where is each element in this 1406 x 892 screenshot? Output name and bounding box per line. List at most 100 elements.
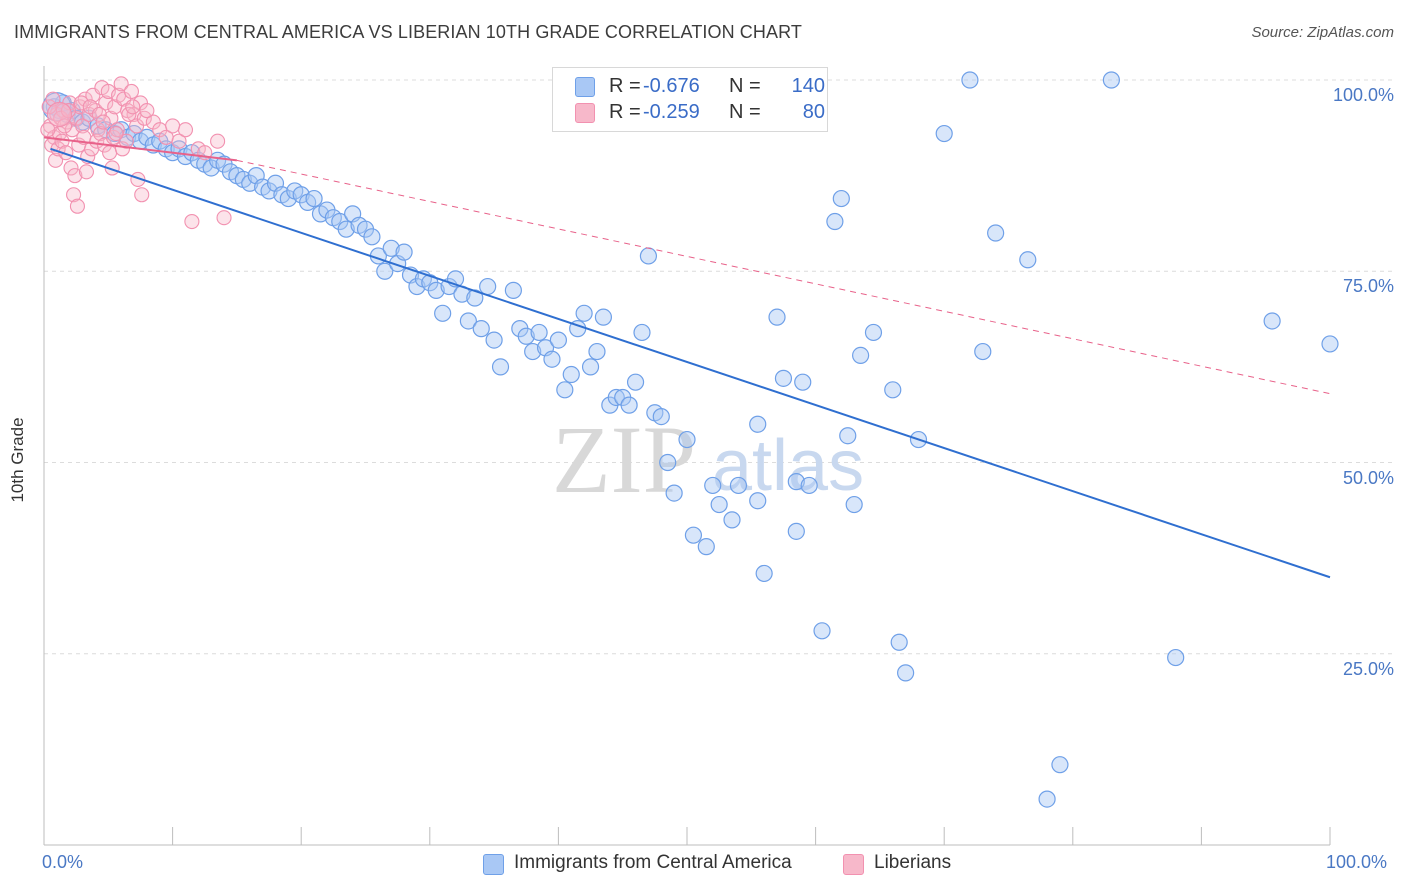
trendlines [43, 136, 1331, 579]
data-point-central-america [607, 388, 625, 407]
data-point-central-america [588, 342, 606, 361]
data-point-liberians [67, 168, 83, 184]
data-point-liberians [121, 106, 137, 122]
data-point-central-america [710, 495, 728, 514]
data-point-central-america [678, 430, 696, 449]
watermark-atlas: atlas [712, 426, 864, 506]
data-point-central-america [434, 304, 452, 322]
y-tick-label: 50.0% [1342, 467, 1394, 488]
data-point-liberians [63, 160, 79, 176]
data-point-central-america [620, 396, 638, 414]
data-point-central-america [485, 331, 503, 349]
watermark-zip: ZIP [552, 406, 696, 513]
data-point-central-america [659, 453, 677, 472]
y-tick-label: 75.0% [1342, 276, 1394, 297]
data-point-central-america [472, 320, 490, 338]
data-point-central-america [626, 373, 645, 391]
data-point-liberians [98, 95, 114, 111]
y-tick-label: 25.0% [1342, 658, 1394, 679]
data-point-central-america [974, 342, 992, 361]
y-tick-label: 100.0% [1332, 85, 1394, 105]
x-tick-label-min: 0.0% [42, 852, 84, 872]
series-legend: Immigrants from Central America Liberian… [0, 852, 1406, 878]
data-point-central-america [594, 308, 613, 326]
data-point-central-america [826, 212, 844, 231]
series-central-america-points [42, 71, 1339, 808]
legend-n-value: 140 [791, 75, 825, 97]
data-point-central-america [852, 346, 870, 364]
data-point-central-america [575, 304, 593, 322]
data-point-central-america [935, 124, 953, 143]
legend-swatch-pink [575, 103, 595, 123]
data-point-central-america [1102, 71, 1120, 89]
data-point-central-america [395, 243, 413, 261]
data-point-central-america [382, 239, 400, 257]
data-point-central-america [845, 495, 863, 514]
data-point-liberians [95, 114, 111, 130]
data-point-liberians [102, 145, 118, 161]
data-point-liberians [46, 101, 72, 127]
data-point-central-america [813, 622, 831, 640]
data-point-liberians [108, 126, 124, 142]
legend-swatch-pink [843, 854, 864, 875]
data-point-central-america [774, 369, 793, 387]
data-point-liberians [73, 95, 89, 111]
data-point-central-america [504, 281, 522, 299]
data-point-central-america [787, 522, 805, 540]
legend-r-label: R = [609, 75, 641, 97]
data-point-liberians [158, 129, 174, 145]
data-point-central-america [376, 262, 394, 280]
data-point-liberians [40, 122, 56, 138]
data-point-central-america [787, 473, 805, 491]
data-point-central-america [755, 564, 773, 583]
x-tick-label-max: 100.0% [1326, 852, 1388, 872]
data-point-liberians [66, 187, 82, 203]
data-point-central-america [543, 350, 561, 368]
data-point-central-america [794, 373, 812, 391]
legend-r-label: R = [609, 101, 641, 123]
legend-label: Liberians [874, 852, 952, 873]
chart-title: IMMIGRANTS FROM CENTRAL AMERICA VS LIBER… [14, 22, 802, 42]
data-point-liberians [177, 122, 194, 138]
y-axis-label: 10th Grade [8, 417, 27, 503]
data-point-central-america [305, 189, 323, 208]
data-point-central-america [556, 381, 574, 399]
legend-swatch-blue [483, 854, 504, 875]
data-point-liberians [216, 210, 232, 226]
data-point-liberians [103, 110, 119, 126]
data-point-central-america [884, 381, 902, 399]
data-point-liberians [129, 118, 145, 134]
data-point-central-america [1167, 648, 1185, 667]
legend-n-value: 80 [802, 101, 825, 123]
data-point-central-america [800, 476, 818, 495]
data-point-central-america [581, 358, 600, 376]
data-point-central-america [530, 323, 548, 342]
legend-r-value: -0.259 [643, 101, 700, 123]
legend-n-label: N = [729, 101, 761, 123]
correlation-legend: R = -0.676 N = 140 R = -0.259 N = 80 [552, 67, 828, 132]
data-point-liberians [75, 118, 91, 134]
data-point-central-america [652, 408, 670, 426]
data-point-central-america [897, 664, 915, 682]
data-point-liberians [113, 76, 129, 92]
data-point-liberians [184, 213, 200, 230]
data-point-central-america [723, 511, 741, 529]
trendline-liberians-solid [43, 136, 238, 162]
data-point-central-america [639, 247, 658, 265]
data-point-central-america [1263, 312, 1281, 330]
data-point-liberians [165, 118, 181, 134]
data-point-central-america [363, 228, 381, 246]
data-point-central-america [749, 415, 767, 433]
data-point-central-america [704, 476, 722, 495]
data-point-central-america [832, 189, 850, 208]
data-point-central-america [1051, 756, 1069, 774]
data-point-liberians [91, 106, 107, 122]
source-credit: Source: ZipAtlas.com [1251, 24, 1394, 41]
trendline-central-america [50, 147, 1331, 579]
series-liberians-points [40, 76, 232, 230]
legend-swatch-blue [575, 77, 595, 97]
trendline-liberians-dashed [236, 159, 1331, 395]
data-point-central-america [524, 342, 542, 361]
data-point-central-america [729, 476, 748, 495]
legend-label: Immigrants from Central America [514, 852, 792, 873]
